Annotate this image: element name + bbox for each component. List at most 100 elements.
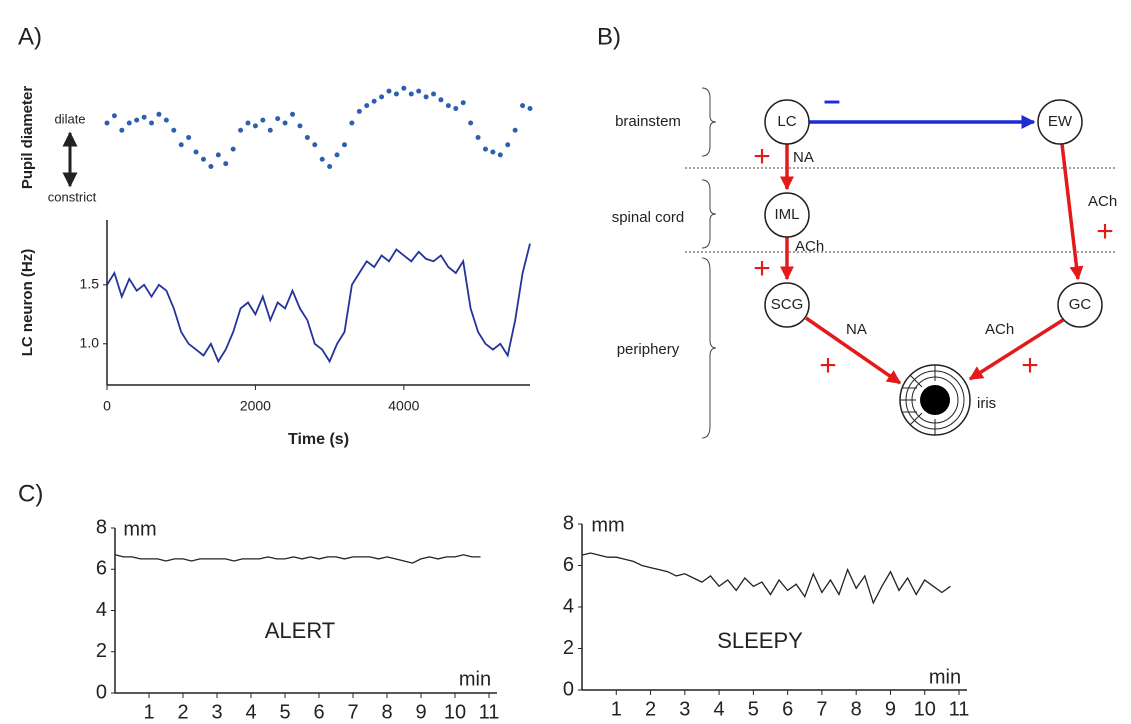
x-tick-label: 0	[103, 398, 111, 414]
y-axis-label: mm	[591, 514, 624, 536]
point	[431, 91, 437, 97]
point	[223, 161, 229, 167]
point	[119, 127, 125, 133]
point	[327, 164, 333, 169]
point	[341, 142, 347, 148]
point	[334, 152, 340, 158]
x-axis-label: Time (s)	[288, 431, 349, 448]
point	[497, 152, 503, 158]
x-tick-label: 4000	[388, 398, 419, 414]
x-tick-label: 1	[143, 701, 154, 723]
x-tick-label: 9	[415, 701, 426, 723]
point	[401, 85, 407, 91]
annotation: dilate	[54, 111, 85, 126]
y-tick-label: 4	[563, 595, 574, 617]
node	[1037, 99, 1083, 145]
edge	[968, 318, 1064, 381]
y-tick-label: 6	[563, 554, 574, 576]
point	[460, 100, 466, 106]
y-tick-label: 0	[96, 681, 107, 703]
edge-sign: +	[819, 349, 837, 382]
x-tick-label: 3	[211, 701, 222, 723]
point	[379, 94, 385, 100]
edge-label: ACh	[985, 321, 1014, 338]
x-tick-label: 3	[679, 698, 690, 720]
iris-icon	[899, 364, 971, 436]
x-tick-label: 2000	[240, 398, 271, 414]
x-tick-label: 4	[714, 698, 725, 720]
y-axis-label: mm	[123, 518, 156, 540]
point	[156, 111, 162, 117]
panel-label: B)	[597, 23, 621, 50]
x-tick-label: 11	[949, 698, 970, 720]
node-label: iris	[977, 395, 996, 412]
edge-sign: +	[753, 252, 771, 285]
x-tick-label: 7	[347, 701, 358, 723]
point	[149, 120, 155, 126]
annotation: constrict	[48, 189, 97, 204]
brace	[701, 257, 717, 439]
series-line	[114, 554, 481, 564]
region-label: periphery	[617, 341, 680, 358]
x-tick-label: 10	[914, 698, 936, 720]
point	[297, 123, 303, 129]
point	[468, 120, 474, 126]
edge	[805, 316, 902, 385]
point	[186, 135, 192, 140]
edge-sign: +	[1096, 215, 1114, 248]
y-tick-label: 0	[563, 678, 574, 700]
point	[134, 117, 140, 123]
point	[386, 88, 392, 94]
annotation: SLEEPY	[717, 628, 803, 653]
point	[275, 116, 281, 122]
x-tick-label: 6	[782, 698, 793, 720]
point	[208, 164, 214, 169]
edge-sign: +	[1021, 349, 1039, 382]
point	[267, 127, 273, 133]
point	[200, 156, 206, 162]
edge-label: NA	[846, 321, 867, 338]
x-tick-label: 4	[245, 701, 256, 723]
region-label: brainstem	[615, 113, 681, 130]
point	[238, 127, 244, 133]
point	[438, 97, 444, 103]
panel-label: A)	[18, 23, 42, 50]
y-axis-label: LC neuron (Hz)	[19, 249, 36, 356]
point	[505, 142, 511, 148]
edge-label: NA	[793, 149, 814, 166]
x-tick-label: 8	[381, 701, 392, 723]
point	[408, 91, 414, 97]
x-tick-label: 10	[444, 701, 466, 723]
brace	[701, 179, 717, 249]
y-tick-label: 2	[96, 640, 107, 662]
panel-label: C)	[18, 480, 43, 507]
point	[252, 123, 258, 129]
node-label: EW	[1048, 113, 1073, 130]
point	[290, 111, 296, 117]
x-tick-label: 2	[645, 698, 656, 720]
x-tick-label: 9	[885, 698, 896, 720]
region-label: spinal cord	[612, 209, 685, 226]
x-tick-label: 6	[313, 701, 324, 723]
point	[282, 120, 288, 126]
y-tick-label: 1.5	[80, 276, 100, 292]
node-label: GC	[1069, 296, 1092, 313]
diagram: brainstem spinal cord periphery LC EW IM…	[612, 84, 1117, 439]
point	[245, 120, 251, 126]
point	[423, 94, 429, 100]
point	[111, 113, 117, 119]
point	[416, 88, 422, 94]
point	[393, 91, 399, 97]
node	[764, 99, 810, 145]
y-tick-label: 2	[563, 637, 574, 659]
point	[527, 106, 533, 111]
x-tick-label: 5	[748, 698, 759, 720]
x-axis-label: min	[459, 668, 491, 690]
node	[764, 192, 810, 238]
point	[312, 142, 318, 148]
y-tick-label: 1.0	[80, 334, 100, 350]
point	[349, 120, 355, 126]
x-tick-label: 1	[611, 698, 622, 720]
point	[163, 117, 169, 123]
